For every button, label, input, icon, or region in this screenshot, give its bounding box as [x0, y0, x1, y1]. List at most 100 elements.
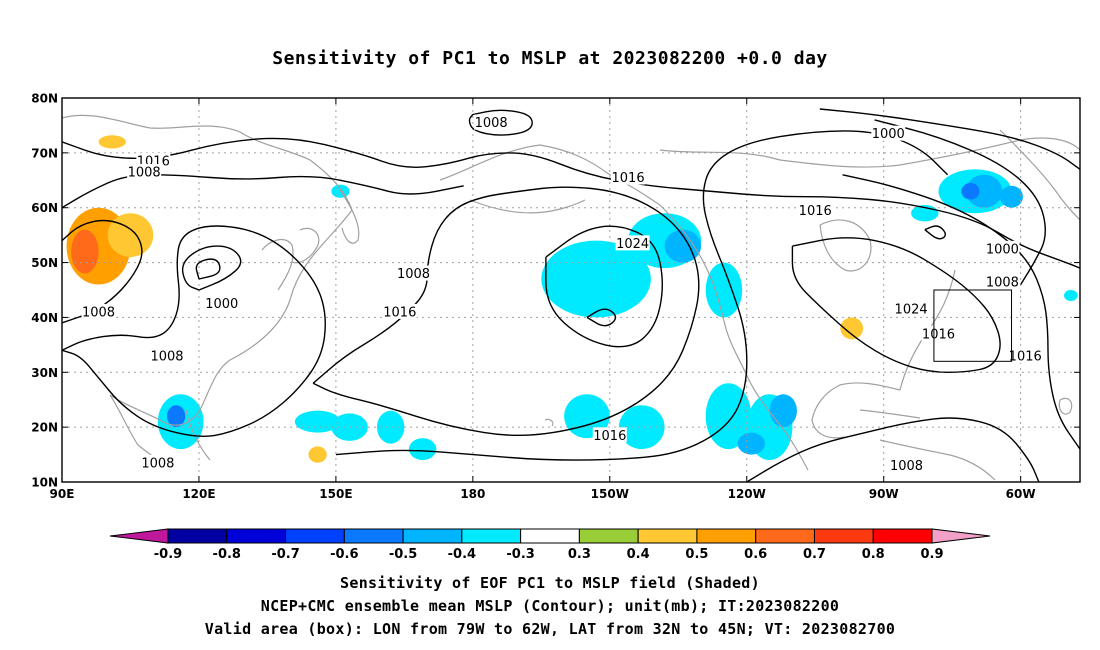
isobar-line [842, 174, 1080, 450]
shading-cell [705, 262, 743, 318]
shading-cell [965, 174, 1003, 208]
isobar-line [195, 258, 221, 280]
colorbar-tip-left [109, 528, 169, 544]
shading-cell [840, 317, 864, 340]
lat-tick-label: 20N [31, 421, 58, 435]
coast-north-america-west [659, 204, 809, 471]
colorbar-label: 0.4 [627, 547, 650, 562]
contour-label-text: 1008 [150, 349, 183, 364]
lat-lon-grid [62, 98, 1080, 482]
shading-cell [618, 405, 665, 450]
contour-label-text: 1024 [895, 303, 928, 318]
colorbar-swatch [226, 528, 287, 544]
contour-label: 1016 [611, 169, 646, 186]
lat-tick-label: 70N [31, 146, 58, 160]
coast-kamchatka [339, 189, 360, 244]
colorbar-label: -0.6 [330, 547, 358, 562]
contour-label-text: 1000 [872, 127, 905, 142]
contour-label-text: 1008 [890, 459, 923, 474]
contour-label: 1016 [798, 202, 833, 219]
colorbar-swatch [461, 528, 522, 544]
isobar-line [586, 308, 617, 327]
coast-china [109, 209, 353, 426]
coast-canada-arctic [659, 137, 1080, 168]
contour-label: 1008 [149, 347, 184, 364]
colorbar-swatch [813, 528, 874, 544]
shading-cell [71, 229, 99, 274]
contour-label-text: 1008 [475, 116, 508, 131]
isobar-line [62, 219, 143, 324]
isobar-line [335, 130, 949, 461]
isobar-line [62, 225, 326, 437]
mslp-contours [62, 108, 1080, 482]
shading-cell [294, 410, 341, 433]
isobar-line [791, 237, 1001, 374]
colorbar-swatch [167, 528, 228, 544]
coast-asia-east [62, 114, 353, 211]
colorbar-label: -0.7 [271, 547, 299, 562]
contour-label-text: 1000 [986, 242, 1019, 257]
contour-label: 1016 [382, 303, 417, 320]
lat-tick-label: 60N [31, 201, 58, 215]
contour-label-text: 1008 [397, 267, 430, 282]
colorbar-swatch [637, 528, 698, 544]
contour-label: 1008 [889, 457, 924, 474]
lat-tick-label: 50N [31, 256, 58, 270]
colorbar-swatch [755, 528, 815, 544]
contour-label-text: 1008 [141, 456, 174, 471]
contour-label-text: 1008 [986, 275, 1019, 290]
colorbar-swatch [285, 528, 345, 544]
shading-cell [408, 438, 437, 461]
coastlines [62, 114, 1080, 481]
colorbar-swatch [696, 528, 757, 544]
lon-tick-label: 90E [50, 487, 75, 501]
lon-tick-label: 180 [460, 487, 485, 501]
colorbar-label: -0.9 [154, 547, 182, 562]
contour-label-text: 1016 [922, 327, 955, 342]
colorbar-swatch [402, 528, 463, 544]
contour-labels: 1008 1000 1016 1008 1016 1016 1024 1000 1008 1008… [81, 114, 1043, 474]
lon-tick-label: 120W [728, 487, 766, 501]
plot-frame [61, 97, 1081, 483]
shading-cell [541, 240, 651, 318]
isobar-line [746, 417, 1040, 482]
coast-greenland [999, 129, 1080, 221]
shading-cell [166, 405, 186, 428]
contour-label-text: 1008 [82, 305, 115, 320]
colorbar-label: 0.8 [862, 547, 885, 562]
contour-label: 1024 [894, 301, 929, 318]
caption-contour: NCEP+CMC ensemble mean MSLP (Contour); u… [260, 597, 840, 615]
contour-label: 1008 [140, 454, 175, 471]
contour-label: 1008 [396, 265, 431, 282]
shading-cell [737, 432, 766, 455]
caption-shading: Sensitivity of EOF PC1 to MSLP field (Sh… [340, 574, 760, 592]
colorbar-label: 0.7 [803, 547, 826, 562]
page-title: Sensitivity of PC1 to MSLP at 2023082200… [272, 48, 828, 69]
lon-tick-label: 150W [591, 487, 629, 501]
contour-label-text: 1024 [616, 237, 649, 252]
coast-gulf-of-mexico [811, 382, 901, 439]
colorbar-label: 0.9 [920, 547, 943, 562]
shading-cell [98, 135, 126, 149]
colorbar-label: -0.3 [506, 547, 534, 562]
contour-label-text: 1016 [799, 204, 832, 219]
isobar-line [181, 245, 242, 291]
isobar-line [545, 225, 663, 348]
shading-cell [331, 413, 368, 441]
coast-alaska [439, 144, 661, 214]
colorbar-label: -0.4 [448, 547, 476, 562]
colorbar-label: 0.3 [568, 547, 591, 562]
colorbar-label: 0.6 [744, 547, 767, 562]
colorbar-swatch [578, 528, 639, 544]
axis-ticks: 90E 120E 150E 180 150W 120W 90W 60W 10N 20N 30N 40N… [31, 92, 1080, 501]
contour-label: 1008 [474, 114, 509, 131]
contour-label-text: 1000 [205, 297, 238, 312]
colorbar-swatch [520, 528, 580, 544]
coast-hawaii [544, 418, 554, 427]
colorbar-label: -0.5 [389, 547, 417, 562]
coast-hudson-bay [819, 219, 872, 272]
lon-tick-label: 120E [182, 487, 215, 501]
contour-label-text: 1016 [612, 171, 645, 186]
lon-tick-label: 60W [1006, 487, 1036, 501]
contour-label: 1000 [871, 125, 906, 142]
